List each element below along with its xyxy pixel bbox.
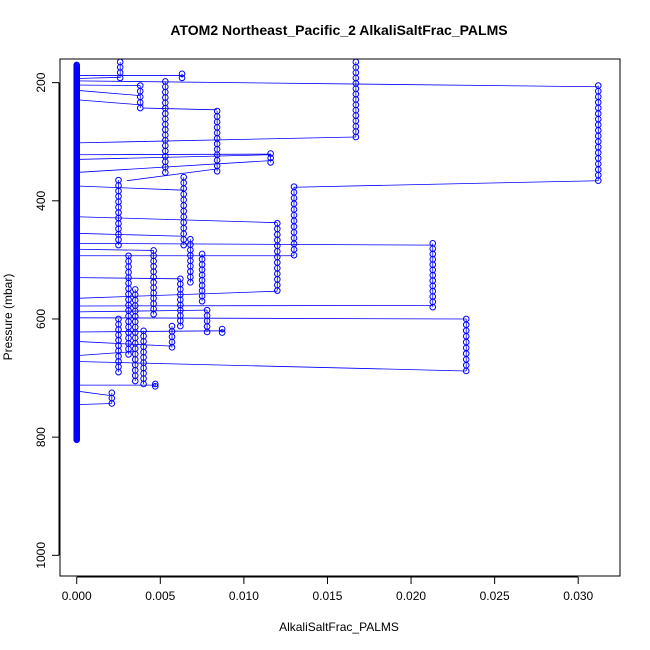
series-line-segment [143, 107, 218, 111]
series-line-segment [76, 160, 271, 173]
series-lines [76, 61, 599, 441]
data-point [125, 351, 132, 358]
data-point [203, 328, 211, 336]
x-axis: 0.000 0.005 0.010 0.015 0.020 0.025 0.030 [62, 576, 594, 603]
series-line-segment [76, 248, 154, 251]
data-point [151, 383, 159, 390]
series-line-segment [76, 317, 467, 320]
data-point [140, 380, 147, 388]
series-line-segment [76, 351, 136, 357]
data-point [73, 436, 81, 444]
data-point [594, 177, 602, 185]
y-tick-label: 400 [34, 190, 48, 210]
data-point [429, 303, 437, 311]
series-line-segment [76, 99, 144, 106]
x-tick-label: 0.020 [396, 589, 426, 603]
y-axis: 200 400 600 800 1000 [34, 72, 60, 569]
data-point [115, 368, 122, 376]
series-points [73, 58, 602, 444]
data-point [108, 400, 116, 407]
y-tick-label: 800 [34, 427, 48, 447]
series-line-segment [76, 185, 184, 191]
data-point [131, 377, 139, 385]
x-tick-label: 0.025 [480, 589, 510, 603]
series-line-segment [294, 180, 599, 188]
y-tick-label: 200 [34, 72, 48, 92]
series-line-segment [76, 330, 223, 333]
series-line-segment [76, 84, 141, 86]
data-point [218, 329, 226, 336]
series-line-segment [76, 403, 112, 406]
x-tick-label: 0.010 [229, 589, 259, 603]
data-point [218, 325, 226, 333]
series-line-segment [76, 76, 121, 79]
data-point [180, 241, 188, 249]
x-tick-label: 0.000 [62, 589, 92, 603]
data-point [274, 287, 281, 294]
series-line-segment [76, 304, 433, 307]
series-line-segment [76, 309, 208, 313]
series-line-segment [76, 136, 356, 144]
series-line-segment [76, 341, 173, 347]
data-point [267, 154, 274, 162]
data-point [162, 169, 169, 176]
x-axis-label: AlkaliSaltFrac_PALMS [279, 620, 399, 634]
data-point [462, 367, 470, 375]
data-point [136, 104, 144, 112]
data-point [168, 344, 176, 351]
series-line-segment [76, 242, 433, 246]
data-point [177, 322, 184, 330]
chart-title: ATOM2 Northeast_Pacific_2 AlkaliSaltFrac… [170, 22, 507, 38]
data-point [178, 70, 186, 78]
data-point [116, 74, 124, 82]
series-line-segment [76, 80, 599, 88]
x-tick-label: 0.030 [563, 589, 593, 603]
data-point [151, 380, 159, 388]
data-point [115, 241, 122, 249]
series-line-segment [76, 290, 278, 299]
data-point [187, 279, 194, 286]
series-line-segment [76, 232, 184, 237]
series-line-segment [76, 361, 467, 372]
y-axis-label: Pressure (mbar) [1, 274, 15, 361]
data-point [267, 150, 274, 157]
series-line-segment [126, 168, 218, 182]
data-point [267, 159, 274, 166]
data-point [178, 74, 186, 82]
data-point [198, 297, 206, 305]
data-point [290, 251, 298, 259]
x-tick-label: 0.005 [145, 589, 175, 603]
data-point [213, 167, 221, 175]
data-point [352, 133, 360, 141]
series-line-segment [76, 154, 271, 160]
series-line-segment [76, 89, 141, 97]
data-point [150, 310, 157, 318]
series-line-segment [76, 390, 112, 397]
plot-frame [59, 58, 621, 577]
series-line-segment [76, 153, 271, 156]
y-tick-label: 1000 [34, 542, 48, 569]
series-line-segment [76, 216, 278, 224]
x-tick-label: 0.015 [312, 589, 342, 603]
y-tick-label: 600 [34, 309, 48, 329]
